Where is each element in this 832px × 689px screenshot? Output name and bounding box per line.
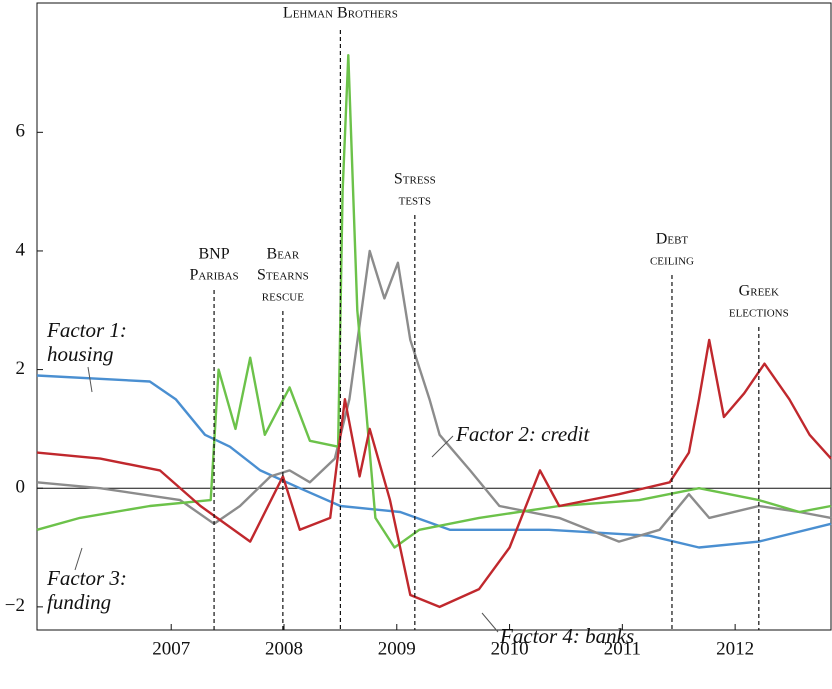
event-label: rescue <box>262 288 304 305</box>
label-leader <box>74 547 83 571</box>
y-tick-label: −2 <box>5 595 25 616</box>
event-label: Greek <box>739 283 779 300</box>
series-label: Factor 4: banks <box>500 624 635 648</box>
label-leader <box>481 612 499 633</box>
series-line <box>36 54 832 549</box>
x-tick-label: 2012 <box>716 638 754 659</box>
event-label: Bear <box>267 246 300 263</box>
event-label: BNP <box>199 246 230 263</box>
y-tick-label: 0 <box>16 477 26 498</box>
series-line <box>36 338 832 609</box>
event-label: ceiling <box>650 252 694 269</box>
series-label: Factor 2: credit <box>456 422 590 446</box>
plot-frame <box>36 2 832 631</box>
event-label: Stress <box>394 171 436 188</box>
label-leader <box>87 366 93 393</box>
event-label: elections <box>729 304 789 321</box>
series-label: Factor 3: funding <box>47 566 127 614</box>
series-label: Factor 1: housing <box>47 318 127 366</box>
y-tick-label: 2 <box>16 358 26 379</box>
event-label: Debt <box>656 231 689 248</box>
x-tick-label: 2009 <box>378 638 416 659</box>
x-tick-label: 2010 <box>491 638 529 659</box>
series-line <box>36 374 832 549</box>
label-leader <box>431 435 454 458</box>
series-line <box>36 249 832 543</box>
x-tick-label: 2007 <box>152 638 190 659</box>
y-tick-label: 6 <box>16 121 26 142</box>
x-tick-label: 2008 <box>265 638 303 659</box>
event-label: tests <box>399 192 431 209</box>
y-tick-label: 4 <box>16 239 26 260</box>
event-label: Stearns <box>257 267 309 284</box>
event-label: Lehman Brothers <box>283 5 398 22</box>
event-label: Paribas <box>189 267 238 284</box>
x-tick-label: 2011 <box>604 638 641 659</box>
